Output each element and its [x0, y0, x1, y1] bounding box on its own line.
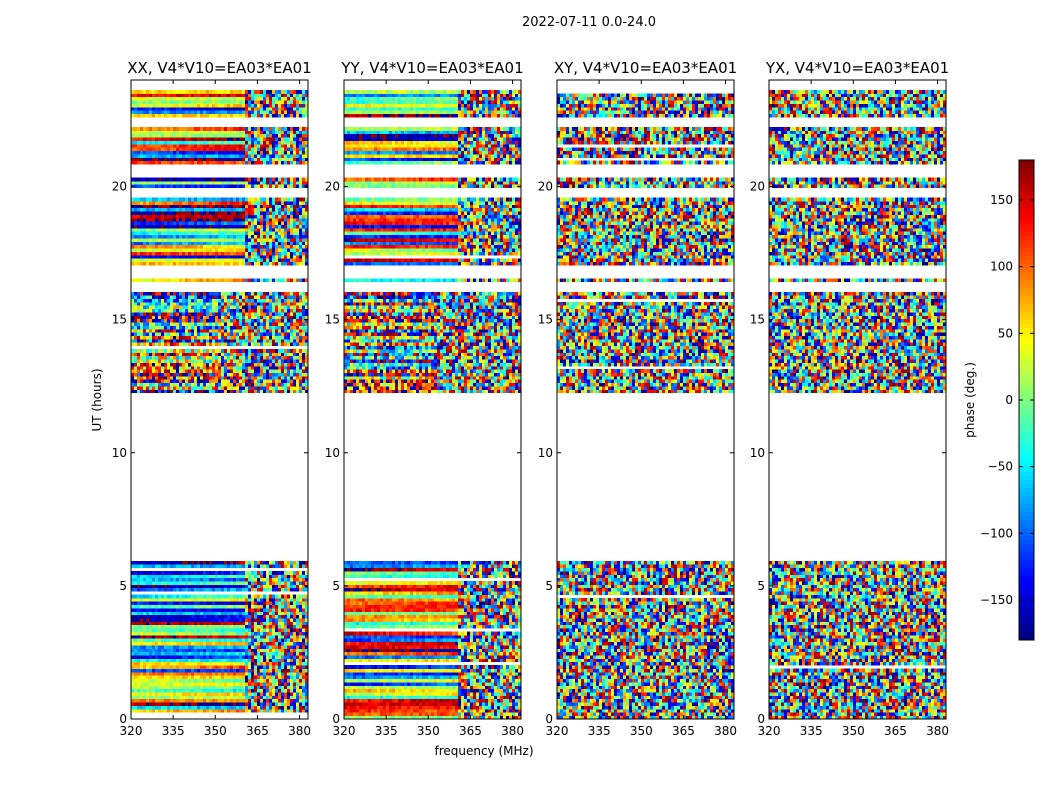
x-tick-label: 320 — [333, 724, 356, 738]
colorbar-tick-label: 100 — [990, 260, 1013, 274]
panel-title: XX, V4*V10=EA03*EA01 — [127, 59, 311, 77]
x-tick-label: 350 — [842, 724, 865, 738]
x-tick-label: 365 — [459, 724, 482, 738]
y-tick-label: 15 — [750, 313, 765, 327]
y-tick-label: 15 — [325, 313, 340, 327]
y-tick-label: 20 — [750, 180, 765, 194]
panel-4: YX, V4*V10=EA03*EA01 320 335 350 365 380 0 5 10 1… — [750, 59, 949, 738]
x-tick-label: 365 — [246, 724, 269, 738]
x-tick-label: 380 — [714, 724, 737, 738]
y-tick-label: 10 — [750, 446, 765, 460]
x-tick-label: 380 — [501, 724, 524, 738]
panel-2: YY, V4*V10=EA03*EA01 320 335 350 365 380 0 5 10 1… — [325, 59, 524, 738]
x-tick-label: 335 — [800, 724, 823, 738]
colorbar-tick-label: 0 — [1005, 393, 1013, 407]
panels-group: XX, V4*V10=EA03*EA01 320 335 350 365 380 0 5 10 1… — [112, 59, 949, 738]
y-axis-label: UT (hours) — [90, 368, 104, 431]
y-tick-label: 10 — [538, 446, 553, 460]
y-tick-label: 5 — [757, 579, 765, 593]
colorbar: −150 −100 −50 0 50 100 150 — [980, 160, 1034, 641]
x-tick-label: 335 — [162, 724, 185, 738]
y-tick-label: 0 — [332, 712, 340, 726]
x-tick-label: 320 — [546, 724, 569, 738]
panel-1: XX, V4*V10=EA03*EA01 320 335 350 365 380 0 5 10 1… — [112, 59, 312, 738]
x-tick-label: 350 — [630, 724, 653, 738]
y-tick-label: 0 — [545, 712, 553, 726]
y-tick-label: 20 — [325, 180, 340, 194]
x-tick-label: 365 — [884, 724, 907, 738]
panel-title: YY, V4*V10=EA03*EA01 — [340, 59, 523, 77]
y-tick-label: 0 — [757, 712, 765, 726]
heatmap-cells — [769, 90, 946, 719]
colorbar-tick-label: −100 — [980, 526, 1013, 540]
y-tick-label: 5 — [119, 579, 127, 593]
x-tick-label: 320 — [120, 724, 143, 738]
y-tick-label: 10 — [112, 446, 127, 460]
x-tick-label: 380 — [288, 724, 311, 738]
x-tick-label: 380 — [926, 724, 949, 738]
colorbar-tick-label: −150 — [980, 593, 1013, 607]
x-tick-label: 320 — [758, 724, 781, 738]
y-tick-label: 5 — [545, 579, 553, 593]
x-axis-label: frequency (MHz) — [434, 744, 533, 758]
heatmap-cells — [557, 93, 734, 719]
panel-title: YX, V4*V10=EA03*EA01 — [765, 59, 949, 77]
y-tick-label: 20 — [112, 180, 127, 194]
heatmap-cells — [131, 90, 308, 713]
y-tick-label: 15 — [112, 313, 127, 327]
x-tick-label: 365 — [672, 724, 695, 738]
x-tick-label: 335 — [588, 724, 611, 738]
figure-title: 2022-07-11 0.0-24.0 — [522, 15, 656, 30]
y-tick-label: 20 — [538, 180, 553, 194]
x-tick-label: 335 — [375, 724, 398, 738]
panel-title: XY, V4*V10=EA03*EA01 — [554, 59, 737, 77]
y-tick-label: 10 — [325, 446, 340, 460]
x-tick-label: 350 — [204, 724, 227, 738]
heatmap-cells — [344, 90, 521, 719]
x-tick-label: 350 — [417, 724, 440, 738]
colorbar-tick-label: −50 — [988, 460, 1013, 474]
colorbar-tick-label: 150 — [990, 193, 1013, 207]
colorbar-tick-label: 50 — [998, 326, 1013, 340]
y-tick-label: 5 — [332, 579, 340, 593]
y-tick-label: 15 — [538, 313, 553, 327]
colorbar-label: phase (deg.) — [963, 362, 977, 438]
panel-3: XY, V4*V10=EA03*EA01 320 335 350 365 380 0 5 10 1… — [538, 59, 737, 738]
y-tick-label: 0 — [119, 712, 127, 726]
